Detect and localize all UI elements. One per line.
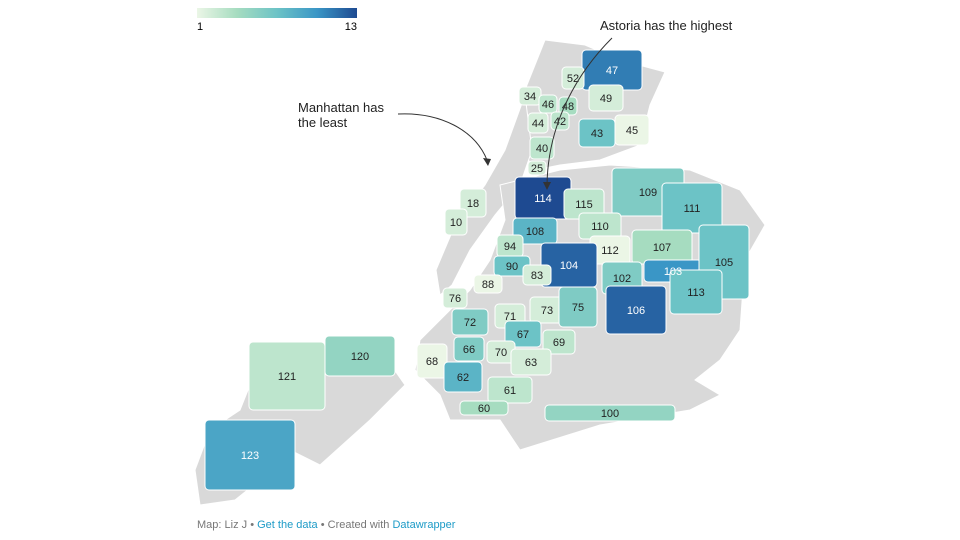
precinct — [605, 285, 667, 335]
legend-min: 1 — [197, 21, 203, 33]
precinct — [473, 274, 503, 294]
precinct — [444, 208, 468, 236]
precinct-label: 10 — [450, 217, 462, 229]
credit: Map: Liz J — [197, 519, 248, 531]
precinct-label: 18 — [467, 198, 479, 210]
precinct-label: 49 — [600, 93, 612, 105]
precinct-label: 62 — [457, 372, 469, 384]
precinct-label: 73 — [541, 305, 553, 317]
precinct — [459, 400, 509, 416]
precinct — [542, 329, 576, 355]
precinct-label: 104 — [560, 260, 578, 272]
precinct — [442, 287, 468, 309]
precinct-label: 102 — [613, 273, 631, 285]
arrow-head — [483, 158, 491, 166]
precinct — [614, 114, 650, 146]
data-link[interactable]: Get the data — [257, 519, 318, 531]
precinct-label: 106 — [627, 305, 645, 317]
precinct — [451, 308, 489, 336]
precinct-label: 109 — [639, 187, 657, 199]
precinct-label: 44 — [532, 118, 544, 130]
precinct-label: 110 — [591, 221, 609, 233]
annotation: Manhattan has — [298, 100, 385, 115]
precinct — [544, 404, 676, 422]
precinct — [512, 217, 558, 245]
precinct-label: 61 — [504, 385, 516, 397]
footer: Map: Liz J • Get the data • Created with… — [197, 519, 455, 531]
precinct-label: 115 — [575, 199, 593, 211]
tool-link[interactable]: Datawrapper — [392, 519, 456, 531]
precinct-label: 111 — [684, 203, 701, 215]
precinct-label: 52 — [567, 73, 579, 85]
precinct-label: 66 — [463, 344, 475, 356]
precinct-label: 68 — [426, 356, 438, 368]
precinct-label: 71 — [504, 311, 516, 323]
legend-max: 13 — [345, 21, 357, 33]
precinct-label: 88 — [482, 279, 494, 291]
precinct — [522, 264, 552, 286]
precinct — [459, 188, 487, 218]
precinct-label: 25 — [531, 163, 543, 175]
precinct-label: 121 — [278, 371, 296, 383]
separator: • — [320, 519, 325, 531]
precinct-label: 63 — [525, 357, 537, 369]
precinct-label: 83 — [531, 270, 543, 282]
precinct — [510, 348, 552, 376]
precinct-label: 70 — [495, 347, 507, 359]
precinct-label: 94 — [504, 241, 516, 253]
precinct-label: 100 — [601, 408, 619, 420]
precinct-label: 48 — [562, 101, 574, 113]
precinct-label: 34 — [524, 91, 536, 103]
precinct-label: 113 — [687, 287, 705, 299]
precinct-label: 43 — [591, 128, 603, 140]
precinct-label: 45 — [626, 125, 638, 137]
precinct-label: 75 — [572, 302, 584, 314]
precinct — [248, 341, 326, 411]
precinct — [204, 419, 296, 491]
precinct-label: 72 — [464, 317, 476, 329]
precinct-label: 103 — [664, 266, 682, 278]
annotation-arrow — [546, 37, 613, 186]
precinct-label: 123 — [241, 450, 259, 462]
precinct-label: 60 — [478, 403, 490, 415]
precinct-label: 108 — [526, 226, 544, 238]
precinct — [453, 336, 485, 362]
precinct — [588, 84, 624, 112]
precinct — [529, 136, 555, 160]
precinct-label: 69 — [553, 337, 565, 349]
precinct — [538, 94, 558, 114]
precinct — [669, 269, 723, 315]
precinct-label: 40 — [536, 143, 548, 155]
created-with: Created with — [327, 519, 390, 531]
precinct — [416, 343, 448, 379]
arrow-head — [543, 182, 551, 190]
precinct — [487, 376, 533, 404]
precinct-label: 107 — [653, 242, 671, 254]
precinct — [558, 286, 598, 328]
precinct — [504, 320, 542, 348]
precinct — [324, 335, 396, 377]
annotation: the least — [298, 115, 348, 130]
legend-gradient — [197, 8, 357, 18]
annotation-arrow — [397, 113, 488, 161]
precinct-label: 46 — [542, 99, 554, 111]
precinct — [443, 361, 483, 393]
precinct — [527, 160, 547, 176]
precinct — [550, 111, 570, 131]
precinct-label: 105 — [715, 257, 733, 269]
annotation: Astoria has the highest — [600, 18, 733, 33]
separator: • — [250, 519, 255, 531]
precinct — [527, 112, 549, 134]
precinct-label: 76 — [449, 293, 461, 305]
precinct-label: 90 — [506, 261, 518, 273]
precinct-label: 47 — [606, 65, 618, 77]
precinct-label: 114 — [534, 193, 552, 205]
precinct-label: 112 — [601, 245, 619, 257]
precinct-label: 120 — [351, 351, 369, 363]
precinct-label: 67 — [517, 329, 529, 341]
